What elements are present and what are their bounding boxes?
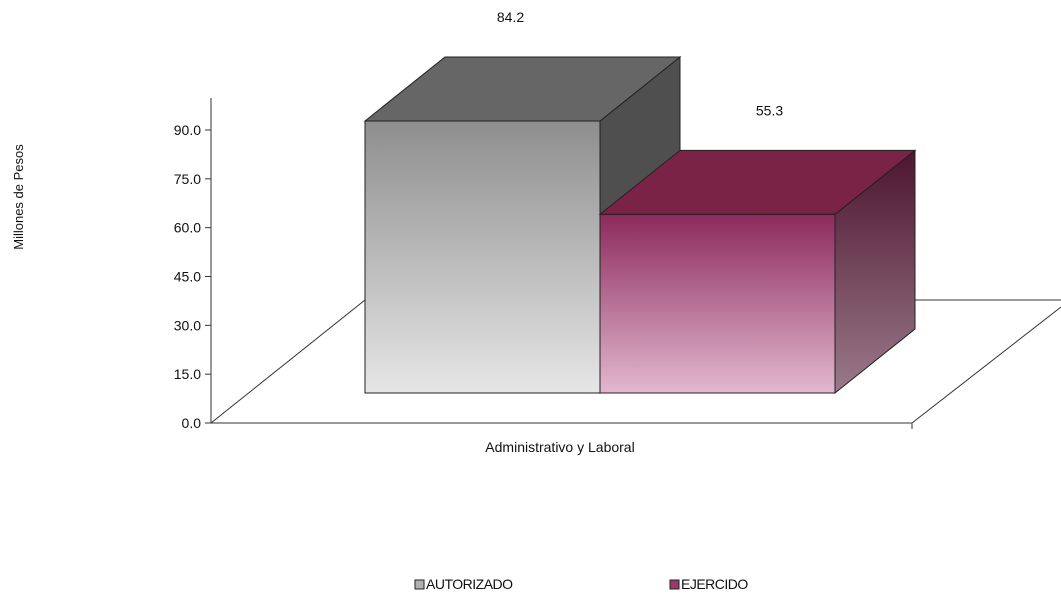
data-label-autorizado: 84.2: [497, 9, 524, 25]
y-axis-ticks: 0.0 15.0 30.0 45.0 60.0 75.0 90.0: [174, 122, 211, 431]
y-tick-label: 0.0: [182, 415, 202, 431]
y-tick-label: 15.0: [174, 366, 201, 382]
legend-swatch-ejercido: [669, 579, 680, 590]
bar-ejercido: [598, 149, 917, 395]
floor-right-edge: [911, 306, 1061, 424]
x-category-label: Administrativo y Laboral: [485, 439, 634, 455]
legend: AUTORIZADO EJERCIDO: [414, 576, 749, 592]
data-label-ejercido: 55.3: [756, 102, 783, 118]
y-tick-label: 75.0: [174, 171, 201, 187]
legend-item-ejercido: EJERCIDO: [669, 576, 749, 592]
y-tick-label: 30.0: [174, 317, 201, 333]
legend-label-ejercido: EJERCIDO: [681, 576, 748, 592]
legend-swatch-autorizado: [414, 579, 425, 590]
legend-item-autorizado: AUTORIZADO: [414, 576, 514, 592]
bar-front-face-ejercido: [599, 213, 836, 394]
bar-front-face-autorizado: [364, 120, 601, 394]
y-axis-label: Millones de Pesos: [11, 144, 26, 250]
bars-group: [363, 55, 917, 395]
data-labels-group: 84.2 55.3: [497, 9, 783, 118]
y-tick-label: 90.0: [174, 122, 201, 138]
y-tick-label: 60.0: [174, 220, 201, 236]
legend-label-autorizado: AUTORIZADO: [426, 576, 513, 592]
y-tick-label: 45.0: [174, 269, 201, 285]
